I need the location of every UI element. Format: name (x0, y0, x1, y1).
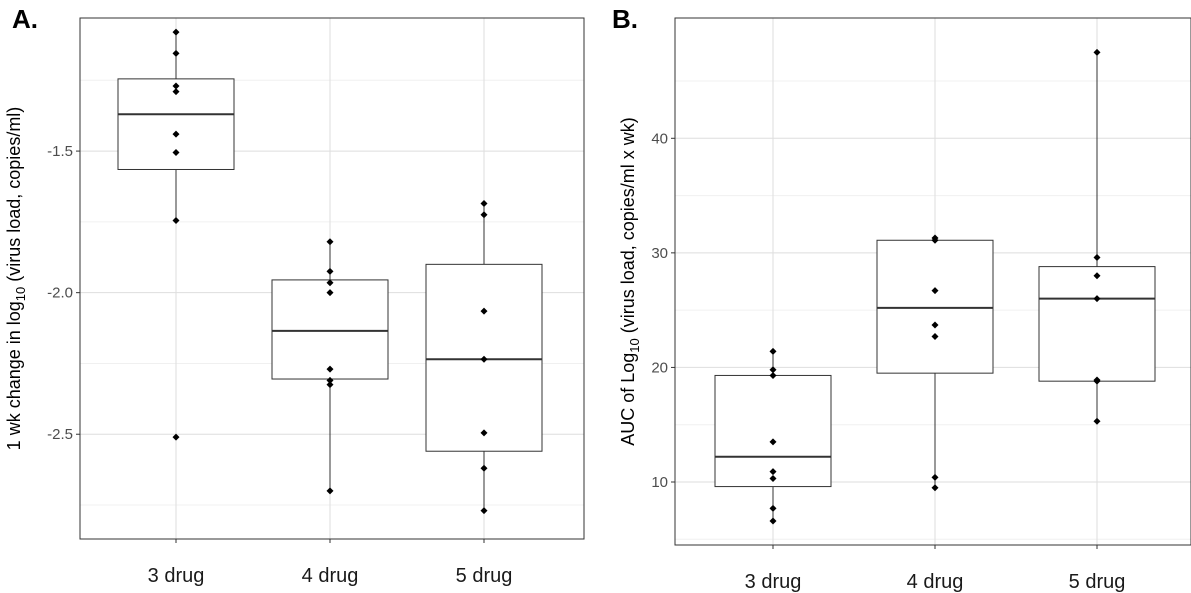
data-point (931, 473, 939, 481)
y-tick-label: 30 (651, 245, 668, 262)
data-point (769, 504, 777, 512)
y-tick-label: -2.5 (47, 426, 73, 443)
data-point (1093, 417, 1101, 425)
data-point (1093, 272, 1101, 280)
data-point (769, 438, 777, 446)
data-point (1093, 253, 1101, 261)
data-point (326, 289, 334, 297)
x-tick-label: 3 drug (148, 565, 205, 587)
data-point (931, 236, 939, 244)
x-tick-label: 5 drug (456, 565, 513, 587)
data-point (769, 517, 777, 525)
y-tick-label: -2.0 (47, 285, 73, 302)
data-point (931, 484, 939, 492)
box-5-drug (1038, 266, 1156, 382)
y-axis-label-main: 1 wk change in log (4, 301, 24, 450)
plot-border (79, 17, 585, 540)
data-point (769, 475, 777, 483)
data-point (480, 429, 488, 437)
data-point (326, 487, 334, 495)
data-point (1093, 377, 1101, 385)
x-tick-label: 5 drug (1069, 571, 1126, 593)
data-point (172, 148, 180, 156)
data-point (769, 366, 777, 374)
y-axis-label-rest: (virus load, copies/ml x wk) (618, 117, 638, 338)
data-point (480, 199, 488, 207)
data-point (480, 507, 488, 515)
data-point (172, 88, 180, 96)
data-point (326, 279, 334, 287)
y-axis-label: 1 wk change in log10 (virus load, copies… (4, 107, 28, 451)
data-point (172, 130, 180, 138)
x-tick-label: 4 drug (302, 565, 359, 587)
box-4-drug (876, 239, 994, 374)
panel-label: B. (612, 4, 638, 34)
data-point (1093, 295, 1101, 303)
data-point (172, 49, 180, 57)
y-tick-label: 40 (651, 130, 668, 147)
y-axis-label-main: AUC of Log (618, 353, 638, 446)
data-point (326, 381, 334, 389)
data-point (480, 211, 488, 219)
x-tick-label: 4 drug (907, 571, 964, 593)
data-point (931, 287, 939, 295)
y-axis-label-subscript: 10 (13, 287, 28, 301)
data-point (480, 355, 488, 363)
y-axis-label-subscript: 10 (627, 338, 642, 352)
data-point (326, 365, 334, 373)
data-point (1093, 48, 1101, 56)
data-point (769, 468, 777, 476)
box-3-drug (714, 374, 832, 488)
x-tick-label: 3 drug (745, 571, 802, 593)
data-point (769, 347, 777, 355)
data-point (326, 376, 334, 384)
data-point (172, 82, 180, 90)
data-point (172, 433, 180, 441)
y-axis-label: AUC of Log10 (virus load, copies/ml x wk… (618, 117, 642, 446)
data-point (480, 464, 488, 472)
data-point (931, 321, 939, 329)
data-point (172, 216, 180, 224)
y-tick-label: 20 (651, 359, 668, 376)
data-point (326, 238, 334, 246)
y-tick-label: 10 (651, 474, 668, 491)
plot-border (674, 17, 1191, 546)
panel-a: A. -1.5 -2.0 -2.5 3 drug 4 drug 5 drug 1 wk cha… (4, 4, 585, 587)
data-point (172, 28, 180, 36)
y-tick-label: -1.5 (47, 143, 73, 160)
panel-label: A. (12, 4, 38, 34)
data-point (480, 307, 488, 315)
data-point (326, 267, 334, 275)
data-point (769, 371, 777, 379)
y-axis-label-rest: (virus load, copies/ml) (4, 107, 24, 287)
data-point (931, 332, 939, 340)
